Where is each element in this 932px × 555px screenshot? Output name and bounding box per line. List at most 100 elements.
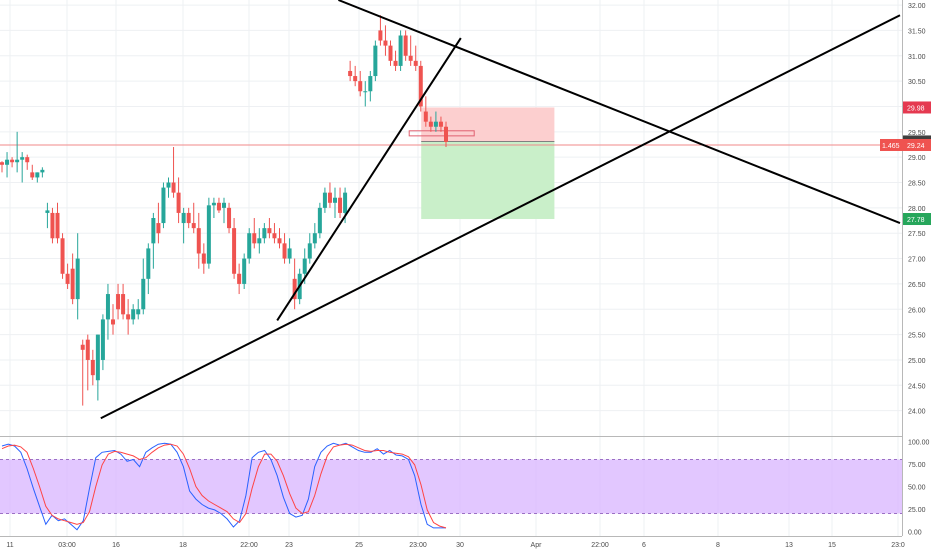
main-grid	[0, 0, 902, 436]
price-label: 29.24	[907, 143, 925, 150]
candle-body	[116, 294, 121, 310]
y-tick-label: 27.50	[908, 231, 926, 238]
candle-body	[257, 238, 262, 244]
y-tick-label: 24.50	[908, 383, 926, 390]
x-tick-label: 8	[716, 542, 720, 549]
candle-body	[373, 45, 378, 77]
candle-body	[45, 210, 50, 213]
candle-body	[216, 202, 221, 211]
y-tick-label: 31.00	[908, 54, 926, 61]
candle-body	[70, 268, 75, 300]
candle-body	[272, 233, 277, 239]
stochastic-oscillator	[0, 442, 902, 531]
x-tick-label: 6	[642, 542, 646, 549]
candle-body	[156, 223, 161, 234]
candle-body	[40, 169, 45, 173]
candle-body	[126, 314, 131, 320]
osc-y-tick-label: 75.00	[908, 462, 926, 469]
x-tick-label: 23:0	[891, 542, 905, 549]
y-tick-label: 26.50	[908, 282, 926, 289]
candle-body	[206, 205, 211, 264]
candle-body	[166, 182, 171, 188]
trendline-resistance	[338, 0, 901, 224]
y-tick-label: 31.50	[908, 28, 926, 35]
y-tick-label: 27.00	[908, 257, 926, 264]
candle-body	[20, 157, 25, 160]
candle-body	[383, 40, 388, 46]
candle-body	[50, 212, 55, 239]
y-tick-label: 32.00	[908, 3, 926, 10]
candle-body	[428, 121, 433, 127]
order-marker	[408, 130, 475, 137]
price-label-bg	[903, 213, 931, 226]
candle-body	[302, 258, 307, 274]
candle-body	[312, 233, 317, 244]
candle-body	[196, 228, 201, 254]
osc-y-tick-label: 50.00	[908, 485, 926, 492]
candle-body	[348, 70, 353, 77]
x-tick-label: 13	[785, 542, 793, 549]
candle-body	[15, 159, 20, 163]
candle-body	[100, 319, 105, 360]
candle-body	[393, 60, 398, 66]
candle-body	[322, 192, 327, 208]
trendline-support	[100, 14, 901, 420]
candle-body	[338, 197, 343, 213]
candle-body	[408, 55, 413, 61]
candle-body	[438, 121, 443, 127]
candle-body	[105, 294, 110, 320]
candle-body	[222, 202, 226, 208]
y-tick-label: 29.00	[908, 155, 926, 162]
candle-body	[343, 192, 348, 213]
candle-body	[418, 65, 423, 107]
candle-body	[317, 207, 322, 234]
candle-body	[358, 81, 363, 92]
x-tick-label: 03:00	[58, 542, 76, 549]
candle-body	[75, 258, 80, 300]
take-profit-zone	[421, 141, 555, 220]
y-tick-label: 29.50	[908, 130, 926, 137]
candle-body	[398, 35, 403, 66]
candle-body	[211, 202, 216, 206]
trendline-steep	[276, 37, 462, 321]
candle-body	[368, 76, 373, 92]
x-tick-label: 30	[456, 542, 464, 549]
y-tick-label: 28.50	[908, 181, 926, 188]
candle-body	[307, 243, 312, 259]
y-tick-label: 24.00	[908, 409, 926, 416]
candle-body	[90, 359, 95, 376]
x-tick-label: Apr	[531, 542, 543, 549]
y-tick-label: 28.00	[908, 206, 926, 213]
candle-body	[191, 223, 196, 229]
candle-body	[111, 319, 115, 325]
candle-body	[403, 35, 408, 56]
x-tick-label: 23	[285, 542, 293, 549]
y-tick-label: 25.50	[908, 333, 926, 340]
candle-body	[85, 339, 90, 360]
candle-body	[237, 273, 242, 284]
candle-body	[327, 192, 332, 203]
x-tick-label: 16	[112, 542, 120, 549]
countdown-label: 1.465	[882, 143, 900, 150]
x-tick-label: 23:00	[409, 542, 427, 549]
candle-body	[80, 344, 85, 350]
candle-body	[267, 228, 272, 234]
candle-body	[141, 278, 146, 310]
candle-body	[262, 228, 267, 239]
countdown-label-bg	[880, 138, 903, 151]
osc-y-tick-label: 25.00	[908, 507, 926, 514]
candle-body	[151, 218, 156, 244]
candles	[0, 15, 448, 406]
price-label: 29.98	[907, 105, 925, 112]
candle-body	[201, 253, 206, 264]
candle-body	[433, 121, 438, 127]
candle-body	[60, 238, 65, 274]
trendlines	[100, 0, 901, 420]
candle-body	[247, 233, 252, 259]
y-tick-label: 25.00	[908, 358, 926, 365]
osc-y-tick-label: 100.00	[908, 440, 930, 447]
candle-body	[161, 187, 166, 224]
candle-body	[186, 212, 191, 224]
